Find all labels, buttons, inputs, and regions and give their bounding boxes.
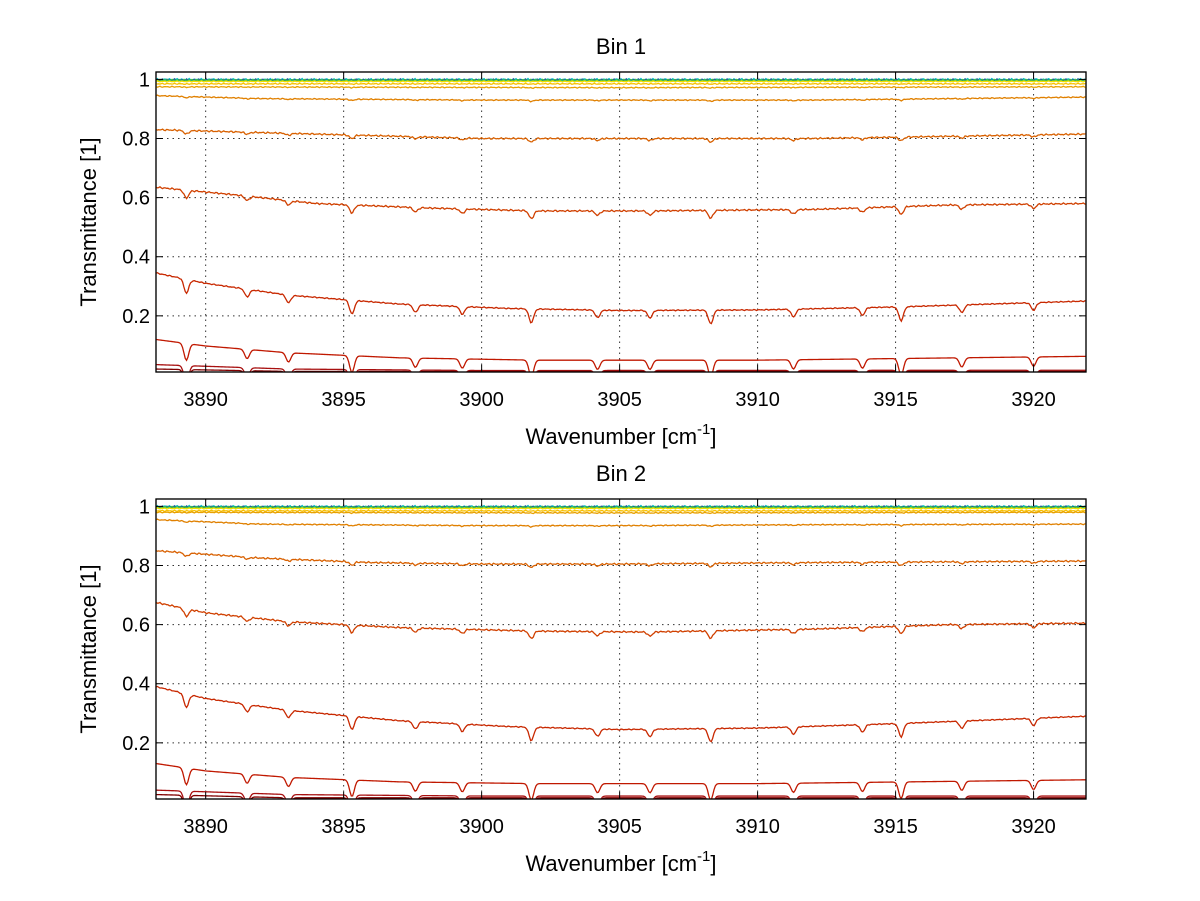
series-line xyxy=(156,685,1086,743)
series-line xyxy=(156,363,1086,372)
x-tick-label: 3895 xyxy=(321,816,366,838)
subplot-bin-2: 3890 3895 3900 3905 3910 3915 3920 0.2 0.4 0.6 0.8… xyxy=(76,461,1087,876)
x-tick-label: 3915 xyxy=(873,389,918,411)
series-line xyxy=(156,128,1086,144)
x-tick-label: 3915 xyxy=(873,816,918,838)
series-line xyxy=(156,186,1086,220)
x-tick-label: 3910 xyxy=(735,816,780,838)
y-tick-label: 0.4 xyxy=(122,674,150,696)
series-group xyxy=(156,504,1086,799)
y-axis-label: Transmittance [1] xyxy=(76,564,101,733)
series-line xyxy=(156,549,1086,568)
y-tick-label: 0.2 xyxy=(122,306,150,328)
x-tick-label: 3920 xyxy=(1011,816,1056,838)
series-line xyxy=(156,509,1086,513)
subplot-bin-1: 3890 3895 3900 3905 3910 3915 3920 0.2 0.4 0.6 0.8… xyxy=(76,34,1087,449)
y-tick-label: 0.8 xyxy=(122,556,150,578)
series-line xyxy=(156,601,1086,640)
y-axis-label: Transmittance [1] xyxy=(76,137,101,306)
series-line xyxy=(156,94,1086,103)
x-axis-label: Wavenumber [cm-1] xyxy=(525,848,716,876)
chart-title: Bin 2 xyxy=(596,461,646,486)
axis-frame xyxy=(155,498,1087,800)
y-tick-label: 0.2 xyxy=(122,733,150,755)
series-line xyxy=(156,82,1086,86)
series-line xyxy=(156,793,1086,799)
series-line xyxy=(156,511,1086,515)
series-line xyxy=(156,507,1086,510)
x-tick-label: 3920 xyxy=(1011,389,1056,411)
series-line xyxy=(156,762,1086,799)
y-tick-label: 0.6 xyxy=(122,615,150,637)
x-tick-label: 3895 xyxy=(321,389,366,411)
series-line xyxy=(156,80,1086,83)
y-tick-label: 0.6 xyxy=(122,188,150,210)
y-tick-label: 0.8 xyxy=(122,129,150,151)
x-tick-label: 3900 xyxy=(459,816,504,838)
y-tick-label: 0.4 xyxy=(122,247,150,269)
x-axis-label: Wavenumber [cm-1] xyxy=(525,421,716,449)
x-tick-label: 3890 xyxy=(183,389,228,411)
x-tick-label: 3905 xyxy=(597,389,642,411)
series-line xyxy=(156,338,1086,372)
series-line xyxy=(156,271,1086,325)
series-group xyxy=(156,77,1086,372)
plot-area xyxy=(155,71,1087,373)
x-tick-label: 3900 xyxy=(459,389,504,411)
plot-area xyxy=(155,498,1087,800)
series-line xyxy=(156,518,1086,529)
axis-frame xyxy=(155,71,1087,373)
series-line xyxy=(156,789,1086,799)
x-tick-label: 3890 xyxy=(183,816,228,838)
y-tick-label: 1 xyxy=(139,496,150,518)
x-tick-label: 3910 xyxy=(735,389,780,411)
x-tick-label: 3905 xyxy=(597,816,642,838)
y-tick-label: 1 xyxy=(139,69,150,91)
series-line xyxy=(156,85,1086,90)
chart-title: Bin 1 xyxy=(596,34,646,59)
